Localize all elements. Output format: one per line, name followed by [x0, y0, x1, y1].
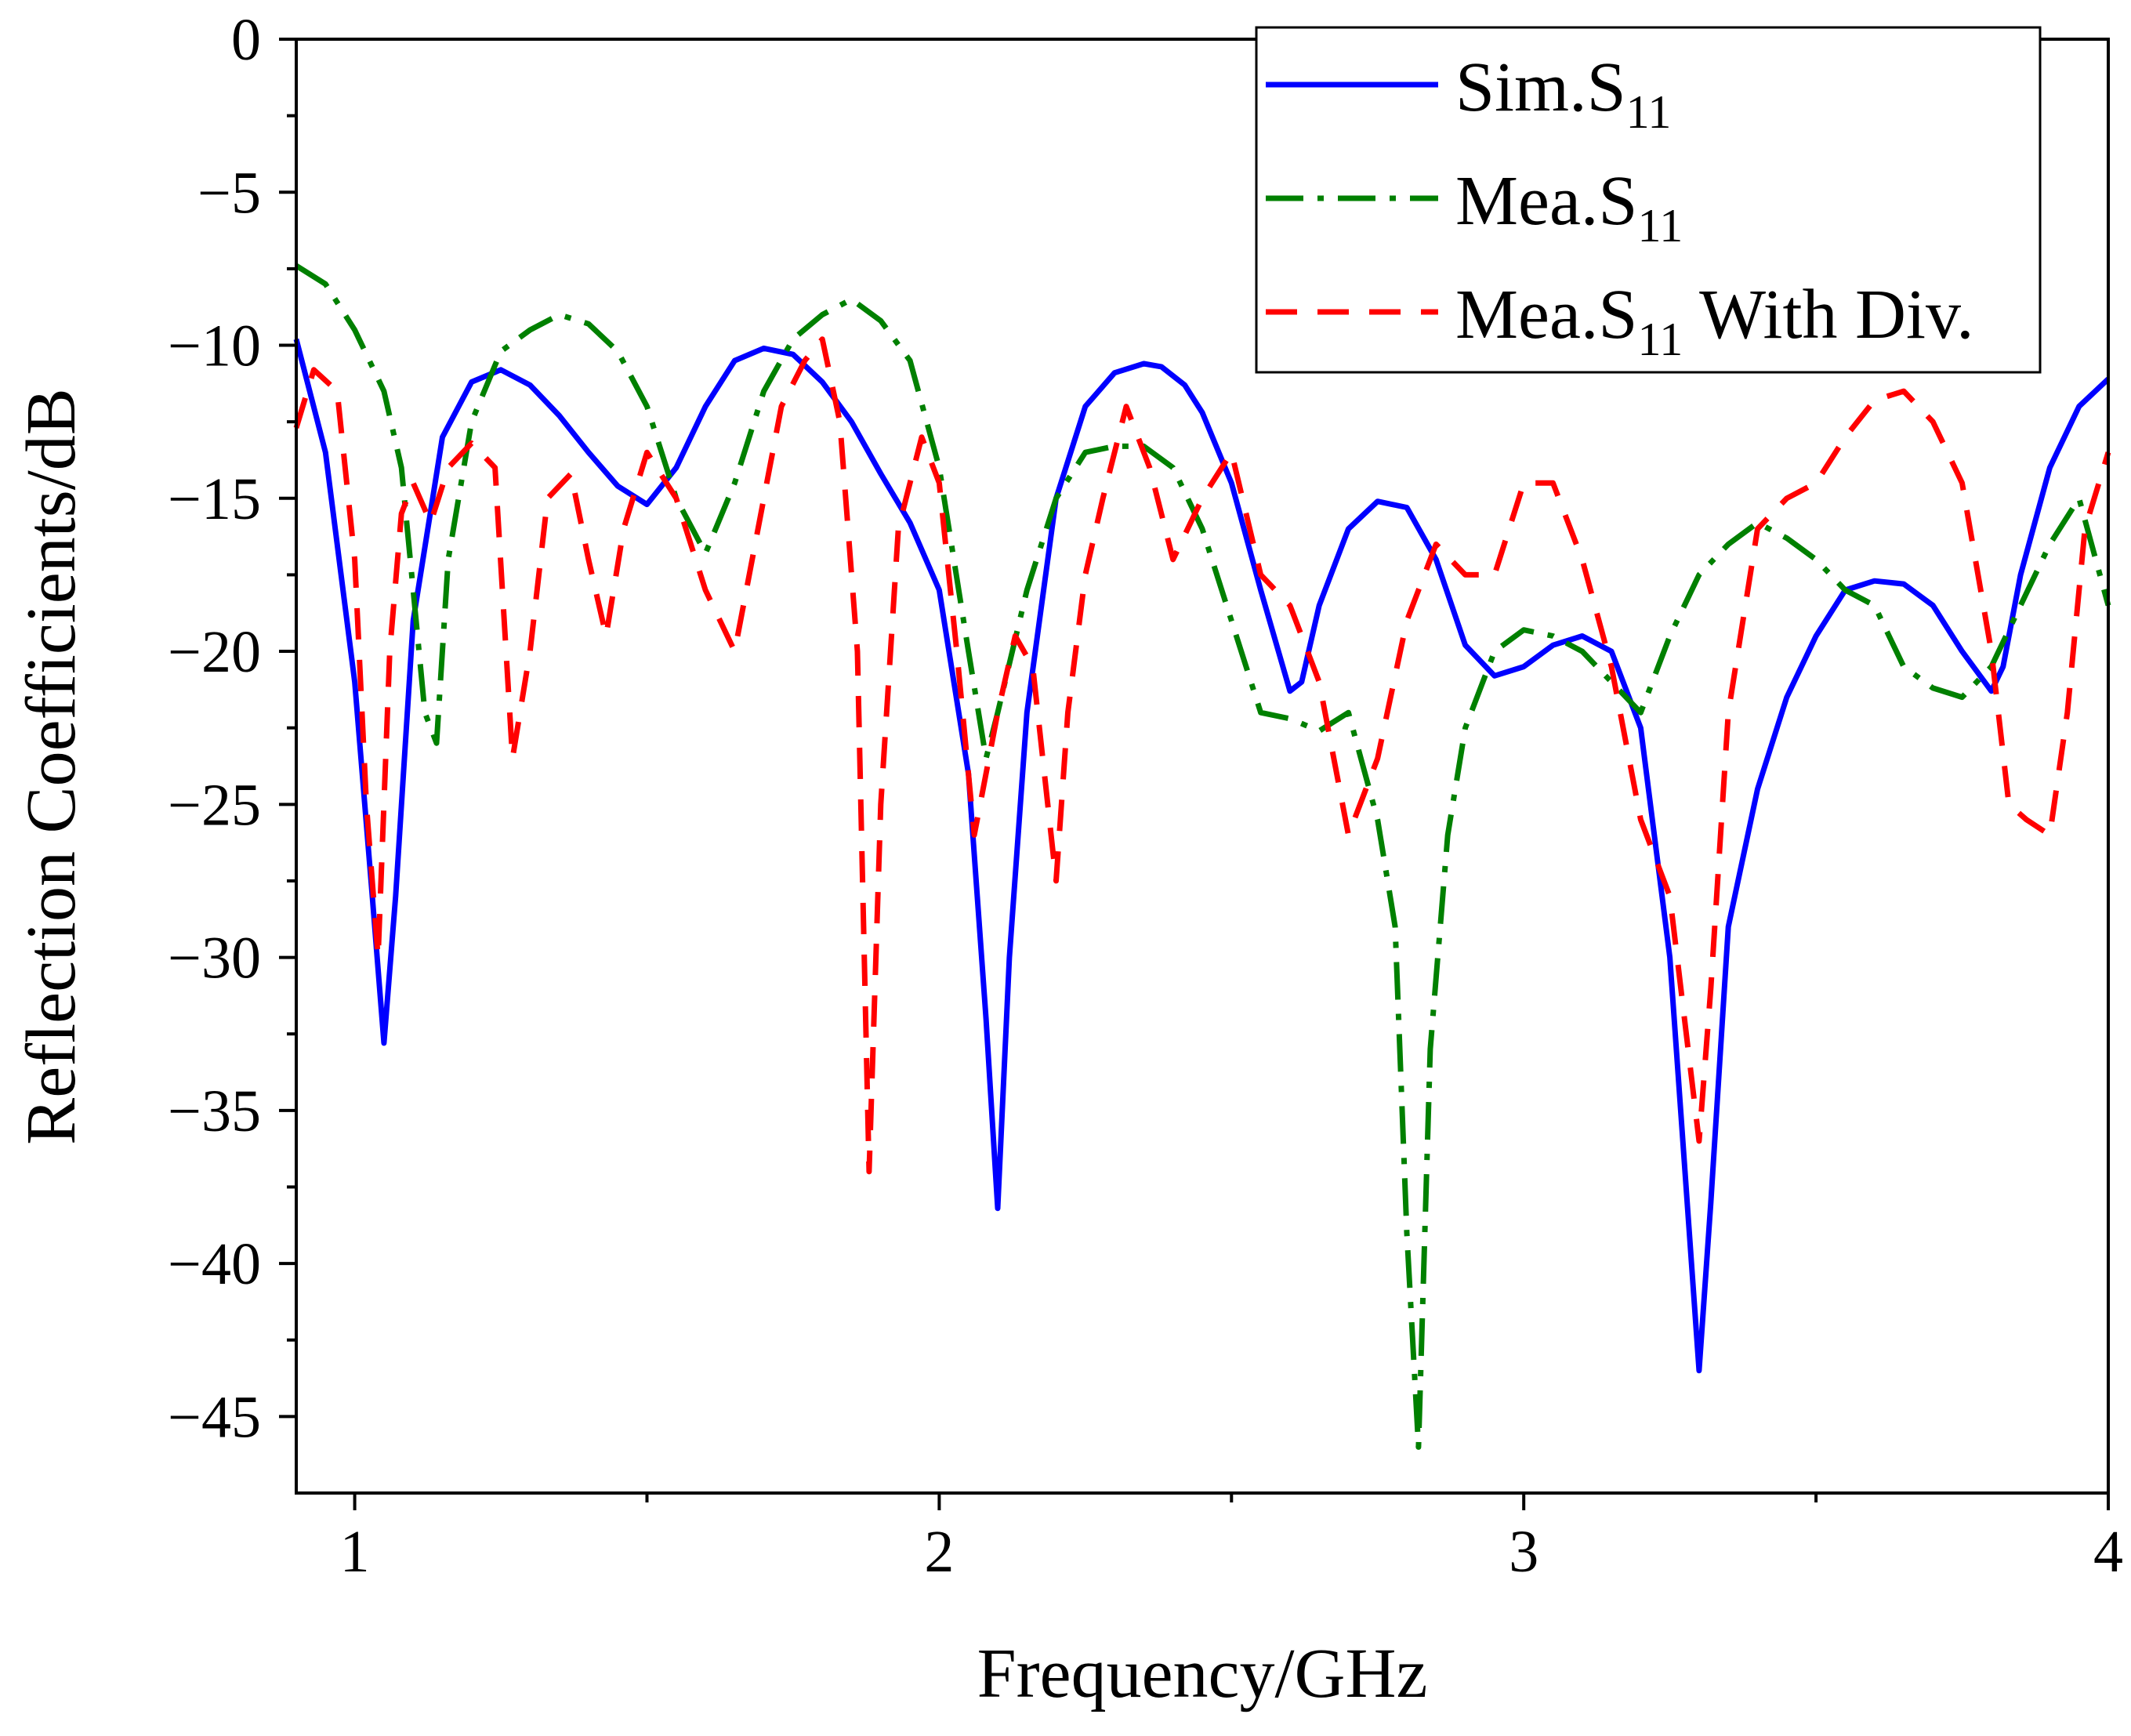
- x-tick-label: 4: [2093, 1519, 2123, 1585]
- y-tick-label: −30: [168, 926, 261, 991]
- y-tick-label: −40: [168, 1231, 261, 1297]
- axis-ticks: 1 2 3 4 0 −5 −10 −15 −20 −25 −30 −35 −40 −45: [168, 7, 2123, 1585]
- series-lines: [293, 263, 2111, 1450]
- y-tick-label: −45: [168, 1384, 261, 1450]
- y-tick-label: −10: [168, 313, 261, 379]
- y-tick-label: −35: [168, 1078, 261, 1144]
- x-tick-label: 2: [924, 1519, 954, 1585]
- plot-frame: [295, 38, 2110, 1495]
- y-tick-label: 0: [231, 7, 261, 73]
- x-tick-label: 3: [1509, 1519, 1538, 1585]
- legend-label-0: Sim.S11: [1455, 49, 1671, 138]
- series-line-2: [293, 336, 2111, 1175]
- legend: Sim.S11 Mea.S11 Mea.S11 With Div.: [1255, 26, 2042, 374]
- y-tick-label: −20: [168, 619, 261, 685]
- x-axis-label: Frequency/GHz: [977, 1635, 1428, 1712]
- legend-label-1: Mea.S11: [1455, 162, 1683, 252]
- y-axis-label: Reflection Coefficients/dB: [13, 388, 90, 1145]
- series-line-0: [293, 338, 2111, 1374]
- x-tick-label: 1: [340, 1519, 370, 1585]
- y-tick-label: −15: [168, 466, 261, 532]
- series-line-1: [295, 263, 2111, 1450]
- legend-label-2: Mea.S11 With Div.: [1455, 276, 1974, 365]
- y-tick-label: −25: [168, 772, 261, 838]
- y-tick-label: −5: [198, 160, 261, 226]
